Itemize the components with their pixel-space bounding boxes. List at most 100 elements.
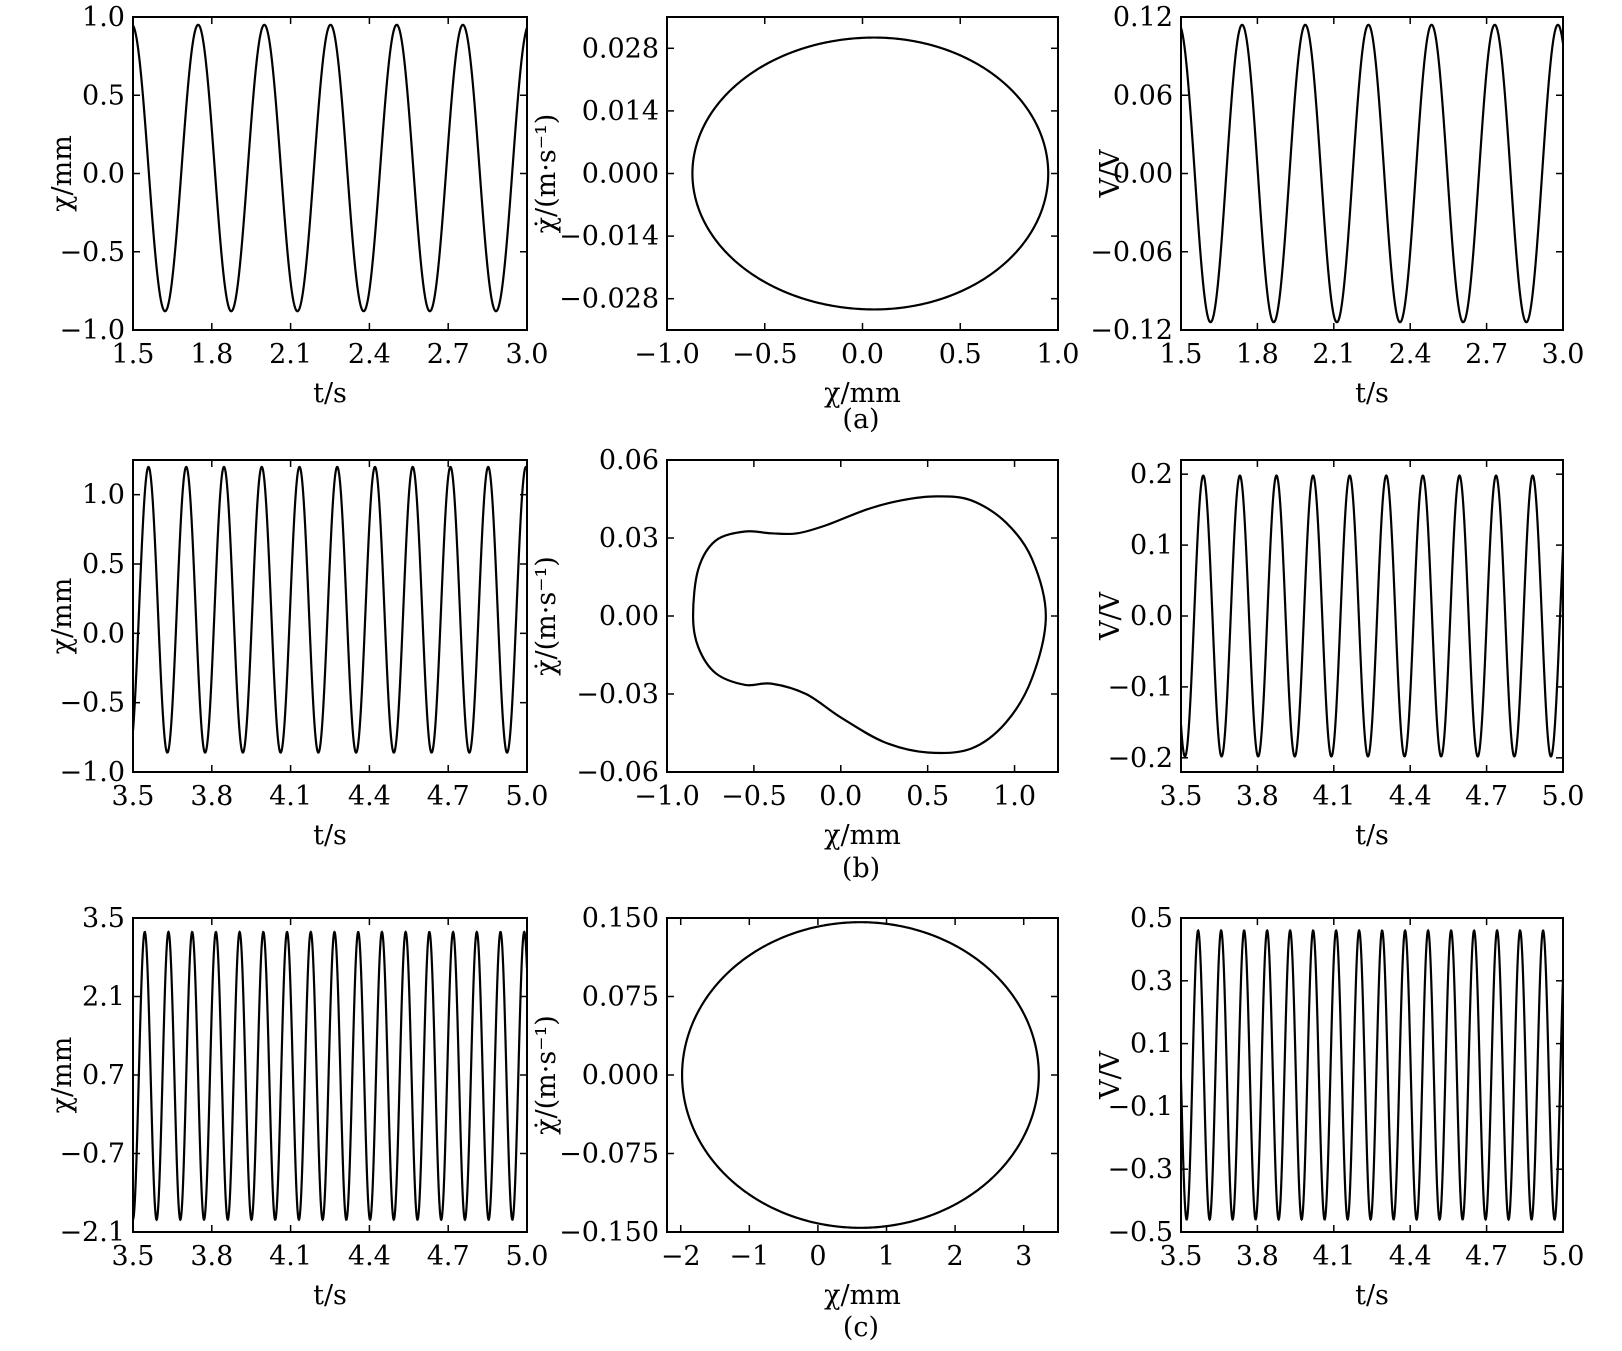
x-tick-label: 0.0	[841, 339, 884, 370]
y-tick-label: −0.5	[59, 237, 125, 268]
y-tick-label: −0.1	[1107, 672, 1173, 703]
x-tick-label: 4.4	[1389, 1241, 1432, 1272]
y-tick-label: 0.3	[1130, 966, 1173, 997]
y-tick-label: 0.12	[1113, 2, 1173, 33]
x-axis-label: t/s	[313, 820, 347, 851]
y-tick-label: −0.2	[1107, 743, 1173, 774]
x-tick-label: 5.0	[1542, 781, 1585, 812]
x-tick-label: 2.7	[1465, 339, 1508, 370]
y-axis-label: χ̇/(m·s⁻¹)	[531, 1015, 562, 1135]
y-tick-label: 0.5	[1130, 903, 1173, 934]
x-tick-label: 1.0	[1037, 339, 1080, 370]
chart-panel-c-time-disp: 3.5 3.8 4.1 4.4 4.7 5.0 −2.1 −0.7 0.7 2.1 3.5 t/s χ/…	[47, 903, 548, 1311]
chart-panel-a-time-disp: 1.5 1.8 2.1 2.4 2.7 3.0 −1.0 −0.5 0.0 0.5 1.0 t/s χ/…	[47, 2, 548, 409]
x-tick-label: −1.0	[634, 781, 700, 812]
x-tick-label: 2.4	[1389, 339, 1432, 370]
x-tick-label: 2	[947, 1241, 964, 1272]
x-axis-label: χ/mm	[824, 1280, 901, 1311]
x-tick-label: −1.0	[634, 339, 700, 370]
x-tick-label: 1.8	[1236, 339, 1279, 370]
y-tick-label: −0.06	[576, 757, 659, 788]
y-tick-label: −0.5	[59, 688, 125, 719]
series-line-c-time-disp-0	[133, 930, 527, 1222]
y-tick-label: −0.075	[559, 1139, 659, 1170]
series-line-c-phase-0	[680, 921, 1040, 1229]
x-tick-label: 2.1	[269, 339, 312, 370]
y-tick-label: 0.0	[1130, 601, 1173, 632]
x-tick-label: 2.7	[427, 339, 470, 370]
y-tick-label: 0.0	[82, 618, 125, 649]
figure-caption: (c)	[843, 1312, 879, 1343]
x-tick-label: −2	[661, 1241, 701, 1272]
x-tick-label: 3.8	[190, 781, 233, 812]
x-axis-label: χ/mm	[824, 378, 901, 409]
x-axis-label: χ/mm	[824, 820, 901, 851]
x-tick-label: −0.5	[721, 781, 787, 812]
y-tick-label: 0.5	[82, 549, 125, 580]
x-axis-label: t/s	[1355, 378, 1389, 409]
series-line-b-phase-0	[691, 495, 1047, 755]
y-tick-label: 0.5	[82, 80, 125, 111]
y-axis-label: V/V	[1095, 591, 1126, 641]
x-axis-label: t/s	[1355, 1280, 1389, 1311]
y-tick-label: 0.06	[599, 445, 659, 476]
y-tick-label: 0.075	[582, 982, 659, 1013]
x-tick-label: 3.5	[1160, 1241, 1203, 1272]
x-tick-label: 3.8	[1236, 781, 1279, 812]
x-tick-label: −0.5	[732, 339, 798, 370]
x-tick-label: 3.5	[112, 781, 155, 812]
x-tick-label: 0.5	[939, 339, 982, 370]
y-tick-label: −1.0	[59, 315, 125, 346]
series-line-a-time-volt-0	[1181, 23, 1563, 324]
y-tick-label: 1.0	[82, 2, 125, 33]
y-axis-label: χ/mm	[47, 1037, 78, 1114]
x-tick-label: 4.1	[1312, 781, 1355, 812]
y-tick-label: 0.014	[582, 96, 659, 127]
x-tick-label: 3.5	[112, 1241, 155, 1272]
x-tick-label: 4.1	[1312, 1241, 1355, 1272]
x-axis-label: t/s	[1355, 820, 1389, 851]
x-tick-label: 2.1	[1312, 339, 1355, 370]
x-tick-label: 1.0	[993, 781, 1036, 812]
x-tick-label: 3.0	[506, 339, 549, 370]
y-axis-label: χ̇/(m·s⁻¹)	[531, 114, 562, 234]
plot-frame	[132, 459, 528, 773]
x-tick-label: 1	[878, 1241, 895, 1272]
x-tick-label: 5.0	[506, 781, 549, 812]
y-tick-label: 2.1	[82, 982, 125, 1013]
y-tick-label: 0.00	[1113, 159, 1173, 190]
x-tick-label: 4.7	[1465, 1241, 1508, 1272]
y-tick-label: 0.1	[1130, 1029, 1173, 1060]
y-tick-label: 0.000	[582, 159, 659, 190]
x-tick-label: 0	[809, 1241, 826, 1272]
y-tick-label: −0.3	[1107, 1154, 1173, 1185]
x-tick-label: −1	[729, 1241, 769, 1272]
y-tick-label: 0.028	[582, 33, 659, 64]
series-line-c-time-volt-0	[1181, 928, 1563, 1222]
figure-caption: (a)	[842, 404, 879, 435]
y-tick-label: −0.014	[559, 221, 659, 252]
y-tick-label: 0.06	[1113, 80, 1173, 111]
y-tick-label: 1.0	[82, 480, 125, 511]
x-tick-label: 4.7	[1465, 781, 1508, 812]
y-tick-label: 0.150	[582, 903, 659, 934]
y-tick-label: −0.12	[1090, 315, 1173, 346]
series-line-a-time-disp-0	[133, 23, 527, 313]
series-line-b-time-disp-0	[133, 465, 527, 754]
y-tick-label: 0.2	[1130, 459, 1173, 490]
x-tick-label: 4.4	[348, 781, 391, 812]
y-axis-label: χ̇/(m·s⁻¹)	[531, 556, 562, 676]
x-tick-label: 1.5	[112, 339, 155, 370]
x-tick-label: 4.1	[269, 1241, 312, 1272]
figure-caption: (b)	[842, 853, 880, 884]
chart-panel-c-phase: −2 −1 0 1 2 3 −0.150 −0.075 0.000 0.075 0.150 χ/mm χ…	[531, 903, 1059, 1311]
y-tick-label: 0.03	[599, 523, 659, 554]
x-tick-label: 5.0	[1542, 1241, 1585, 1272]
y-tick-label: 0.1	[1130, 530, 1173, 561]
y-tick-label: −0.7	[59, 1139, 125, 1170]
y-tick-label: 0.00	[599, 601, 659, 632]
chart-panel-b-phase: −1.0 −0.5 0.0 0.5 1.0 −0.06 −0.03 0.00 0.03 0.06 χ…	[531, 445, 1059, 851]
x-tick-label: 4.4	[1389, 781, 1432, 812]
x-tick-label: 3.8	[190, 1241, 233, 1272]
x-tick-label: 4.1	[269, 781, 312, 812]
